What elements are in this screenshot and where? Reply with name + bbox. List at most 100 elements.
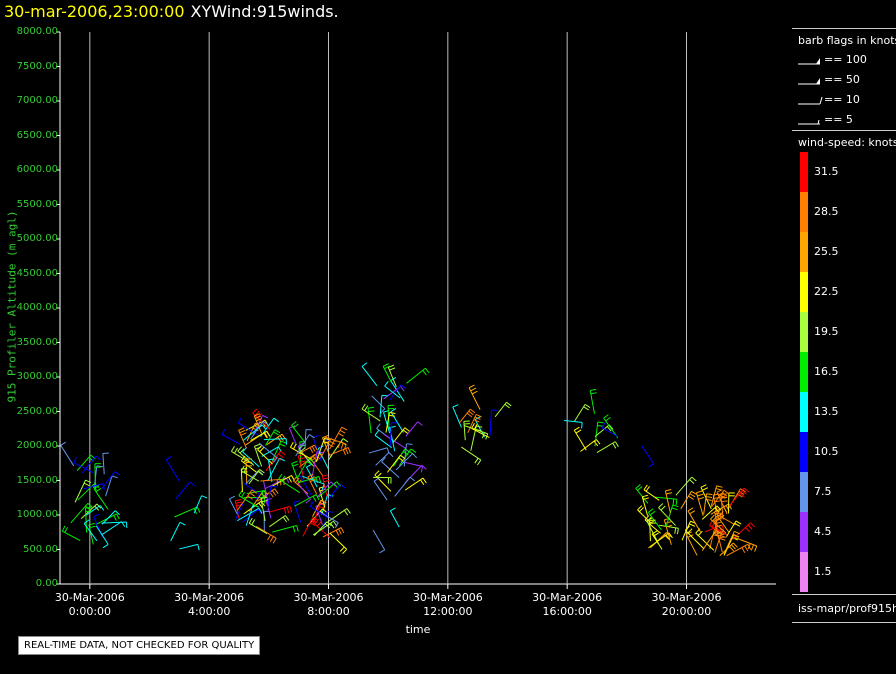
wind-barb (394, 476, 411, 497)
wind-barb-flag (273, 431, 279, 436)
wind-barb (403, 443, 407, 467)
wind-barb-flag (341, 426, 348, 431)
wind-barb (237, 422, 260, 437)
wind-barb (361, 408, 381, 422)
wind-barb-flag (689, 510, 696, 515)
wind-barb-flag (308, 458, 314, 463)
colorbar-label: 10.5 (814, 445, 839, 458)
wind-barb-flag (665, 534, 671, 541)
wind-barb-flag (754, 545, 758, 552)
wind-barb-flag (309, 501, 314, 507)
wind-barb-flag (638, 507, 644, 513)
wind-barb-flag (686, 531, 692, 535)
wind-barb-flag (665, 492, 673, 495)
wind-barb (260, 498, 266, 522)
wind-barb-flag (326, 521, 332, 527)
wind-barb-flag (716, 485, 723, 488)
wind-barb-flag (307, 473, 314, 478)
wind-barb (102, 453, 105, 475)
wind-barb (324, 436, 347, 445)
wind-barb (250, 421, 264, 440)
wind-barb-flag (113, 515, 117, 521)
wind-barb (687, 510, 701, 533)
wind-barb-flag (240, 432, 247, 436)
wind-barb-flag (696, 490, 703, 494)
wind-barb-flag (237, 446, 243, 452)
wind-barb-flag (367, 406, 375, 409)
wind-barb-flag (714, 507, 720, 513)
wind-barb (383, 433, 406, 449)
x-tick-date: 30-Mar-2006 (651, 591, 722, 604)
wind-barb-flag (645, 486, 650, 492)
wind-barb-flag (644, 515, 650, 521)
wind-barb-flag (239, 429, 246, 434)
y-tick-label: 4500.00 (16, 267, 58, 279)
wind-barb (82, 455, 97, 474)
wind-barb-flag (273, 417, 280, 423)
wind-barb-flag (740, 488, 746, 493)
wind-barb-flag (417, 421, 423, 426)
wind-barb (703, 493, 707, 515)
wind-barb-flag (263, 432, 268, 439)
wind-barb-flag (687, 507, 694, 512)
wind-barb-flag (732, 534, 739, 538)
wind-barb (383, 411, 391, 434)
wind-barb (381, 461, 400, 479)
wind-barb-flag (747, 544, 752, 550)
wind-barb-flag (743, 487, 749, 493)
wind-barb-flag (691, 490, 697, 495)
flag-label: == 100 (824, 53, 867, 66)
wind-barb-flag (595, 439, 601, 445)
wind-barb (315, 506, 323, 525)
wind-barb-flag (421, 464, 427, 470)
wind-barb (302, 517, 314, 537)
quality-notice: REAL-TIME DATA, NOT CHECKED FOR QUALITY (18, 636, 261, 655)
colorbar-segment (800, 312, 808, 352)
wind-barb-flag (605, 416, 611, 422)
wind-barb-flag (297, 442, 304, 447)
wind-barb (406, 367, 426, 384)
barb-sample-icon (798, 58, 820, 65)
y-tick-label: 7500.00 (16, 60, 58, 72)
wind-barb-flag (689, 493, 696, 498)
wind-barb-flag (262, 420, 269, 426)
wind-barb (253, 446, 263, 467)
wind-barb (269, 515, 286, 528)
colorbar-segment (800, 192, 808, 232)
wind-barb-flag (590, 392, 597, 395)
wind-barb-flag (320, 499, 327, 504)
wind-barb (165, 459, 181, 482)
wind-barb-flag (374, 430, 380, 436)
wind-barb-flag (339, 483, 346, 489)
wind-barb-flag (240, 465, 245, 472)
wind-barb-flag (289, 506, 293, 513)
wind-barb (257, 449, 273, 465)
y-tick-label: 5500.00 (16, 198, 58, 210)
wind-barb-flag (739, 492, 745, 498)
wind-barb-flag (323, 441, 330, 444)
colorbar-segment (800, 232, 808, 272)
wind-barb-flag (338, 528, 342, 535)
wind-barb-flag (306, 461, 313, 465)
wind-barb-flag (470, 387, 477, 392)
wind-barb-flag (330, 522, 335, 529)
wind-barb-flag (672, 498, 675, 505)
wind-barb-flag (257, 471, 264, 476)
x-tick-time: 8:00:00 (307, 605, 350, 618)
wind-barb (647, 512, 662, 531)
wind-barb-flag (257, 445, 263, 451)
wind-barb-flag (384, 365, 390, 370)
wind-barb-flag (653, 532, 659, 537)
y-tick-label: 7000.00 (16, 95, 58, 106)
wind-barb (85, 507, 88, 533)
wind-barb-flag (99, 505, 105, 511)
wind-barb (298, 444, 315, 455)
wind-barb-flag (278, 473, 283, 480)
wind-barb-flag (102, 483, 105, 490)
wind-barb-flag (229, 495, 236, 500)
wind-barb-flag (642, 497, 649, 500)
wind-barb-flag (688, 495, 694, 500)
wind-barb-flag (102, 543, 109, 549)
wind-barb (263, 438, 287, 441)
